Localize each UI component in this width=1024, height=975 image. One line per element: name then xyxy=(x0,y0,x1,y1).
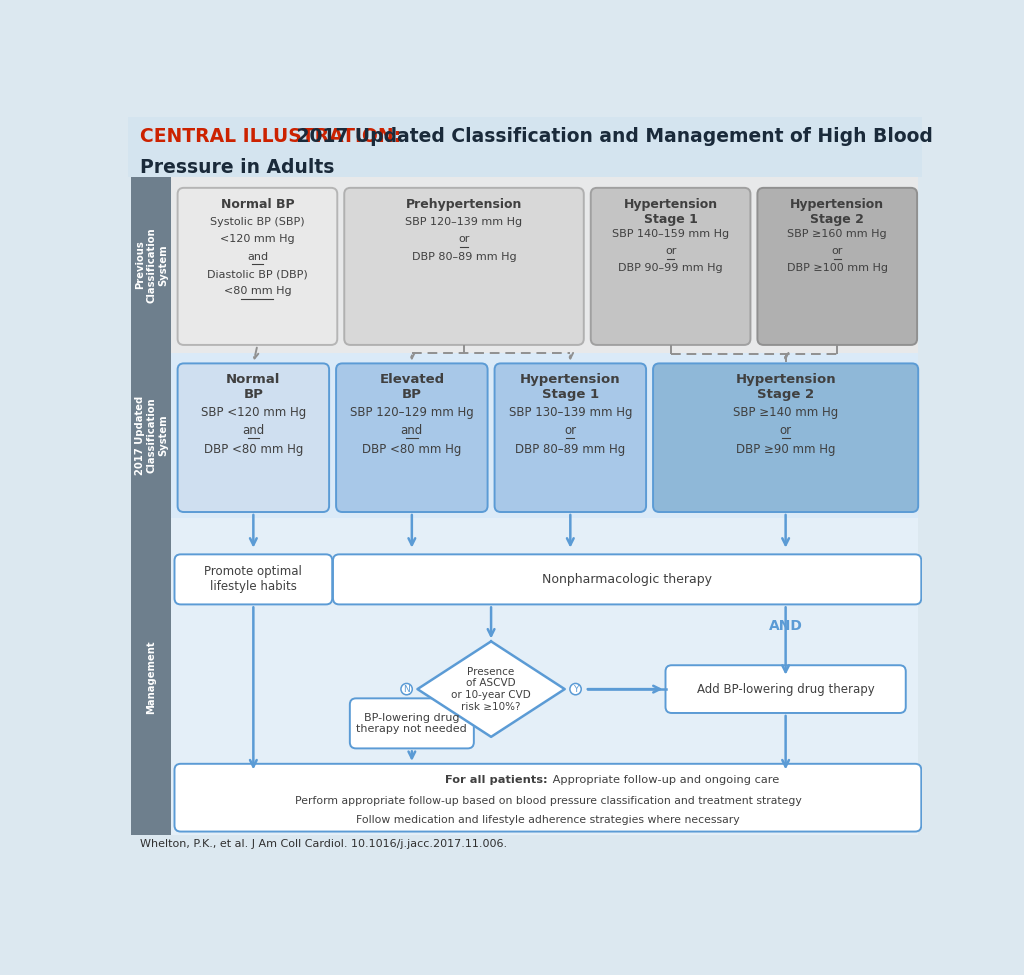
FancyBboxPatch shape xyxy=(653,364,919,512)
FancyBboxPatch shape xyxy=(177,188,337,345)
Text: Management: Management xyxy=(146,640,157,714)
Text: For all patients:: For all patients: xyxy=(445,775,548,785)
Text: Diastolic BP (DBP): Diastolic BP (DBP) xyxy=(207,269,308,279)
FancyBboxPatch shape xyxy=(495,364,646,512)
FancyBboxPatch shape xyxy=(591,188,751,345)
Text: Hypertension
Stage 2: Hypertension Stage 2 xyxy=(735,373,836,402)
Text: or: or xyxy=(459,234,470,245)
Text: 2017 Updated Classification and Management of High Blood: 2017 Updated Classification and Manageme… xyxy=(290,127,933,146)
Text: Nonpharmacologic therapy: Nonpharmacologic therapy xyxy=(542,573,712,586)
Text: CENTRAL ILLUSTRATION:: CENTRAL ILLUSTRATION: xyxy=(140,127,401,146)
Text: Perform appropriate follow-up based on blood pressure classification and treatme: Perform appropriate follow-up based on b… xyxy=(295,797,801,806)
Text: DBP 80–89 mm Hg: DBP 80–89 mm Hg xyxy=(412,252,516,261)
Bar xyxy=(131,177,171,353)
Text: and: and xyxy=(243,424,264,437)
Text: Normal
BP: Normal BP xyxy=(226,373,281,402)
Bar xyxy=(131,353,171,518)
Text: DBP ≥90 mm Hg: DBP ≥90 mm Hg xyxy=(736,443,836,455)
Text: and: and xyxy=(400,424,423,437)
Text: Pressure in Adults: Pressure in Adults xyxy=(140,158,335,176)
Text: SBP ≥160 mm Hg: SBP ≥160 mm Hg xyxy=(787,229,887,239)
Text: or: or xyxy=(564,424,577,437)
Text: DBP <80 mm Hg: DBP <80 mm Hg xyxy=(362,443,462,455)
Bar xyxy=(128,117,922,177)
Text: 2017 Updated
Classification
System: 2017 Updated Classification System xyxy=(134,396,168,475)
Text: Normal BP: Normal BP xyxy=(220,198,294,211)
Text: Previous
Classification
System: Previous Classification System xyxy=(134,227,168,302)
Text: BP-lowering drug
therapy not needed: BP-lowering drug therapy not needed xyxy=(356,713,467,734)
Text: Hypertension
Stage 2: Hypertension Stage 2 xyxy=(791,198,885,226)
Text: SBP 120–139 mm Hg: SBP 120–139 mm Hg xyxy=(406,217,522,227)
Bar xyxy=(131,177,918,353)
Text: DBP 80–89 mm Hg: DBP 80–89 mm Hg xyxy=(515,443,626,455)
Text: AND: AND xyxy=(769,619,803,633)
Text: <80 mm Hg: <80 mm Hg xyxy=(223,287,291,296)
FancyBboxPatch shape xyxy=(333,555,922,604)
Text: Whelton, P.K., et al. J Am Coll Cardiol. 10.1016/j.jacc.2017.11.006.: Whelton, P.K., et al. J Am Coll Cardiol.… xyxy=(140,839,508,849)
Text: Y: Y xyxy=(572,684,579,693)
Text: Promote optimal
lifestyle habits: Promote optimal lifestyle habits xyxy=(205,566,302,594)
Bar xyxy=(131,353,918,518)
Bar xyxy=(131,518,171,836)
Text: SBP ≥140 mm Hg: SBP ≥140 mm Hg xyxy=(733,406,839,418)
Text: SBP 130–139 mm Hg: SBP 130–139 mm Hg xyxy=(509,406,632,418)
Text: or: or xyxy=(831,246,843,256)
FancyBboxPatch shape xyxy=(336,364,487,512)
Text: Hypertension
Stage 1: Hypertension Stage 1 xyxy=(520,373,621,402)
FancyBboxPatch shape xyxy=(344,188,584,345)
FancyBboxPatch shape xyxy=(350,698,474,749)
Text: or: or xyxy=(779,424,792,437)
Text: and: and xyxy=(247,252,268,261)
Text: Appropriate follow-up and ongoing care: Appropriate follow-up and ongoing care xyxy=(550,775,779,785)
Text: SBP <120 mm Hg: SBP <120 mm Hg xyxy=(201,406,306,418)
Text: Elevated
BP: Elevated BP xyxy=(379,373,444,402)
FancyBboxPatch shape xyxy=(177,364,329,512)
Text: DBP 90–99 mm Hg: DBP 90–99 mm Hg xyxy=(618,263,723,273)
Text: Hypertension
Stage 1: Hypertension Stage 1 xyxy=(624,198,718,226)
Text: SBP 120–129 mm Hg: SBP 120–129 mm Hg xyxy=(350,406,474,418)
Text: Follow medication and lifestyle adherence strategies where necessary: Follow medication and lifestyle adherenc… xyxy=(356,815,739,826)
Text: N: N xyxy=(403,684,410,693)
Text: DBP <80 mm Hg: DBP <80 mm Hg xyxy=(204,443,303,455)
FancyBboxPatch shape xyxy=(174,555,332,604)
Text: or: or xyxy=(665,246,676,256)
FancyBboxPatch shape xyxy=(666,665,906,713)
Text: Systolic BP (SBP): Systolic BP (SBP) xyxy=(210,217,305,227)
Text: SBP 140–159 mm Hg: SBP 140–159 mm Hg xyxy=(612,229,729,239)
Text: DBP ≥100 mm Hg: DBP ≥100 mm Hg xyxy=(786,263,888,273)
Text: Add BP-lowering drug therapy: Add BP-lowering drug therapy xyxy=(696,682,874,695)
FancyBboxPatch shape xyxy=(758,188,918,345)
Text: <120 mm Hg: <120 mm Hg xyxy=(220,234,295,245)
FancyBboxPatch shape xyxy=(174,763,922,832)
Polygon shape xyxy=(418,642,564,737)
Text: Prehypertension: Prehypertension xyxy=(406,198,522,211)
Text: Presence
of ASCVD
or 10-year CVD
risk ≥10%?: Presence of ASCVD or 10-year CVD risk ≥1… xyxy=(452,667,531,712)
Bar xyxy=(131,518,918,836)
